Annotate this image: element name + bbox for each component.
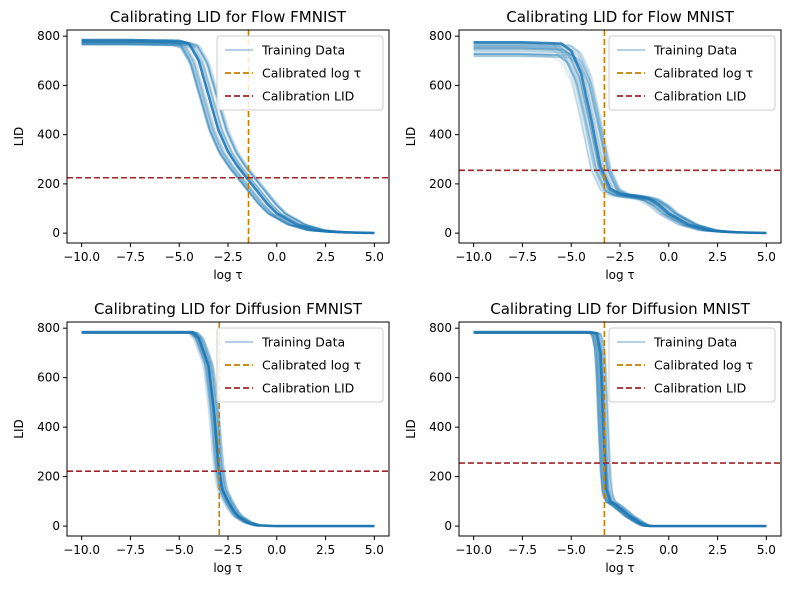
x-tick-label: 5.0 <box>365 250 384 264</box>
legend-calibration-lid-label: Calibration LID <box>654 89 746 104</box>
y-tick-label: 400 <box>429 128 452 142</box>
legend-training-data-label: Training Data <box>261 335 345 350</box>
x-tick-label: 0.0 <box>659 543 678 557</box>
chart-panel-2: −10.0 −7.5 −5.0 −2.5 0.0 2.5 5.0 0 200 400 600 800 C… <box>404 8 782 282</box>
y-axis-label: LID <box>404 127 418 146</box>
x-tick-label: −2.5 <box>605 543 634 557</box>
legend-calibration-lid-label: Calibration LID <box>262 381 354 396</box>
plot-lines <box>81 38 375 235</box>
y-tick-label: 800 <box>37 321 60 335</box>
training-curve-core <box>473 40 767 235</box>
training-curve-core <box>473 330 767 528</box>
x-tick-label: 5.0 <box>757 250 776 264</box>
x-tick-label: 2.5 <box>708 250 727 264</box>
x-tick-label: 2.5 <box>708 543 727 557</box>
legend-box <box>608 35 776 111</box>
x-tick-label: 0.0 <box>659 250 678 264</box>
legend-training-data-label: Training Data <box>653 43 737 58</box>
x-tick-label: −10.0 <box>455 543 492 557</box>
y-tick-label: 800 <box>429 321 452 335</box>
legend-training-data-label: Training Data <box>261 43 345 58</box>
x-tick-label: −5.0 <box>165 543 194 557</box>
x-tick-label: 0.0 <box>267 543 286 557</box>
legend-calibration-lid-label: Calibration LID <box>654 381 746 396</box>
x-tick-label: −7.5 <box>508 250 537 264</box>
plot-lines <box>473 330 767 528</box>
y-tick-label: 600 <box>429 78 452 92</box>
x-axis-label: log τ <box>213 268 242 282</box>
legend-box <box>216 327 384 403</box>
chart-panel-1: −10.0 −7.5 −5.0 −2.5 0.0 2.5 5.0 0 200 400 600 800 C… <box>12 8 390 282</box>
chart-title: Calibrating LID for Flow MNIST <box>506 8 734 26</box>
chart-title: Calibrating LID for Diffusion MNIST <box>490 300 750 318</box>
legend: Training Data Calibrated log τ Calibration… <box>216 327 384 403</box>
plot-lines <box>81 330 375 528</box>
y-tick-label: 0 <box>444 519 452 533</box>
legend-calibrated-log-tau-label: Calibrated log τ <box>654 358 753 373</box>
plot-lines <box>473 40 767 235</box>
y-tick-label: 400 <box>37 420 60 434</box>
legend-box <box>216 35 384 111</box>
x-tick-label: 5.0 <box>365 543 384 557</box>
x-tick-label: −7.5 <box>116 543 145 557</box>
x-tick-label: −5.0 <box>165 250 194 264</box>
y-tick-label: 200 <box>37 177 60 191</box>
x-axis-label: log τ <box>213 561 242 575</box>
x-tick-label: −5.0 <box>557 250 586 264</box>
x-tick-label: −10.0 <box>63 543 100 557</box>
x-tick-label: −5.0 <box>557 543 586 557</box>
legend-calibrated-log-tau-label: Calibrated log τ <box>654 66 753 81</box>
x-tick-label: 5.0 <box>757 543 776 557</box>
y-tick-label: 0 <box>52 226 60 240</box>
y-tick-label: 0 <box>444 226 452 240</box>
legend-training-data-label: Training Data <box>653 335 737 350</box>
x-tick-label: 2.5 <box>316 250 335 264</box>
x-tick-label: −7.5 <box>508 543 537 557</box>
chart-title: Calibrating LID for Diffusion FMNIST <box>94 300 363 318</box>
y-axis-label: LID <box>12 419 26 438</box>
x-tick-label: −2.5 <box>213 543 242 557</box>
x-axis-label: log τ <box>605 268 634 282</box>
x-tick-label: −7.5 <box>116 250 145 264</box>
y-axis-label: LID <box>404 419 418 438</box>
y-tick-label: 600 <box>37 78 60 92</box>
chart-title: Calibrating LID for Flow FMNIST <box>110 8 347 26</box>
chart-panel-3: −10.0 −7.5 −5.0 −2.5 0.0 2.5 5.0 0 200 400 600 800 C… <box>12 300 390 575</box>
legend-box <box>608 327 776 403</box>
x-tick-label: −10.0 <box>455 250 492 264</box>
x-tick-label: 2.5 <box>316 543 335 557</box>
y-tick-label: 600 <box>37 371 60 385</box>
legend-calibration-lid-label: Calibration LID <box>262 89 354 104</box>
y-tick-label: 400 <box>37 128 60 142</box>
y-axis-label: LID <box>12 127 26 146</box>
legend: Training Data Calibrated log τ Calibration… <box>608 327 776 403</box>
y-tick-label: 400 <box>429 420 452 434</box>
legend-calibrated-log-tau-label: Calibrated log τ <box>262 66 361 81</box>
training-curve-core <box>81 330 375 528</box>
legend-calibrated-log-tau-label: Calibrated log τ <box>262 358 361 373</box>
x-tick-label: −2.5 <box>213 250 242 264</box>
x-tick-label: 0.0 <box>267 250 286 264</box>
legend: Training Data Calibrated log τ Calibration… <box>608 35 776 111</box>
y-tick-label: 0 <box>52 519 60 533</box>
training-curve-core <box>81 38 375 235</box>
y-tick-label: 600 <box>429 371 452 385</box>
x-tick-label: −2.5 <box>605 250 634 264</box>
x-tick-label: −10.0 <box>63 250 100 264</box>
legend: Training Data Calibrated log τ Calibration… <box>216 35 384 111</box>
chart-panel-4: −10.0 −7.5 −5.0 −2.5 0.0 2.5 5.0 0 200 400 600 800 C… <box>404 300 782 575</box>
y-tick-label: 800 <box>429 29 452 43</box>
x-axis-label: log τ <box>605 561 634 575</box>
y-tick-label: 200 <box>429 470 452 484</box>
y-tick-label: 200 <box>37 470 60 484</box>
y-tick-label: 800 <box>37 29 60 43</box>
y-tick-label: 200 <box>429 177 452 191</box>
